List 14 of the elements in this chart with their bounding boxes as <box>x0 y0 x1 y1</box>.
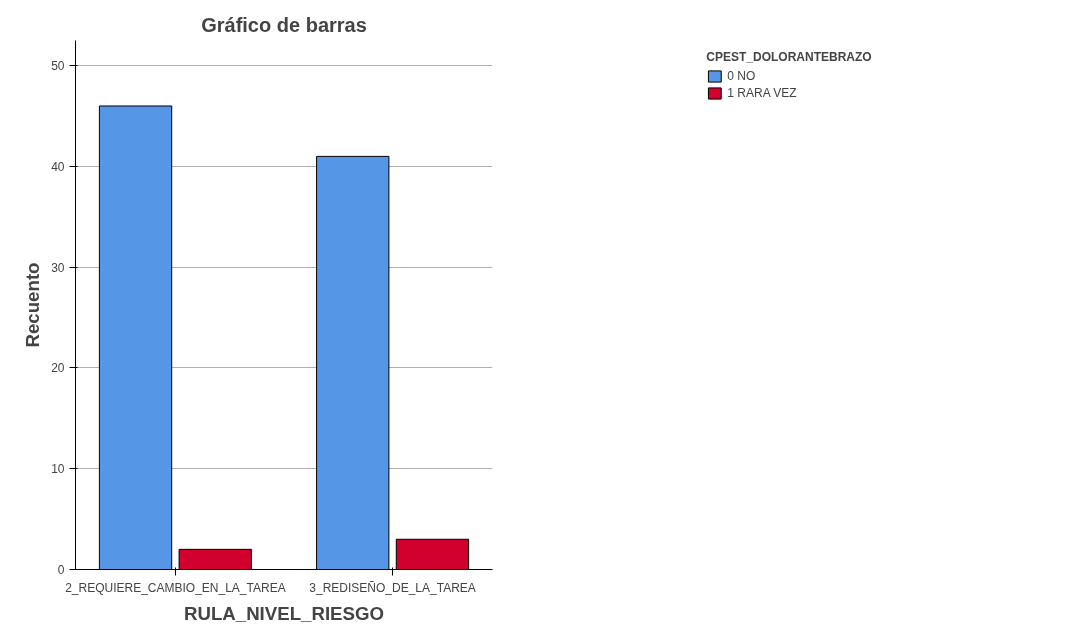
y-tick-label: 40 <box>51 159 65 174</box>
y-tick-label: 30 <box>51 260 65 275</box>
y-tick-label: 50 <box>51 59 65 74</box>
chart-title: Gráfico de barras <box>201 13 367 36</box>
legend-label: 0 NO <box>727 69 756 83</box>
legend-label: 1 RARA VEZ <box>727 86 797 100</box>
legend-title: CPEST_DOLORANTEBRAZO <box>706 50 872 64</box>
x-tick-label: 3_REDISEÑO_DE_LA_TAREA <box>309 580 476 595</box>
x-axis-title: RULA_NIVEL_RIESGO <box>183 602 385 624</box>
y-tick-label: 20 <box>51 361 65 376</box>
y-axis-title: Recuento <box>22 262 44 348</box>
y-tick-label: 0 <box>57 563 65 577</box>
x-tick-label: 2_REQUIERE_CAMBIO_EN_LA_TAREA <box>65 580 286 595</box>
y-tick-label: 10 <box>51 462 65 477</box>
